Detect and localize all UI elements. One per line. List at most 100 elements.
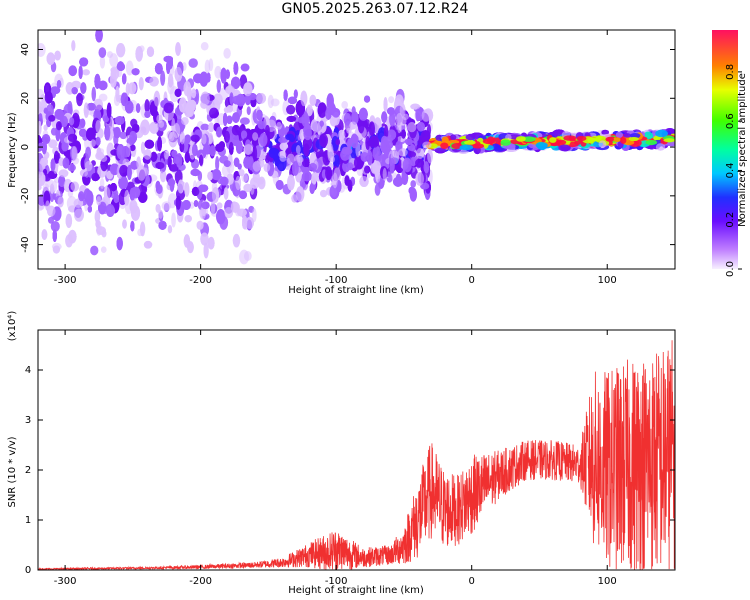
spectrogram-cell [208,122,215,133]
spectrogram-cell [160,70,166,86]
spectrogram-cell [80,82,87,94]
spectrogram-cell [200,42,209,51]
spectrogram-cell [80,118,86,128]
spectrogram-cell [48,139,58,149]
spectrogram-cell [138,191,148,203]
spectrogram-cell [196,220,204,230]
spectrogram-cell [216,202,223,209]
spectrogram-cell [243,183,253,193]
spectrogram-cell [144,139,155,149]
spectrogram-cell [343,113,352,126]
spectrogram-cell [363,95,371,103]
spectrogram-cell [50,220,60,232]
spectrogram-cell [135,46,143,62]
spectrogram-cell [119,131,128,140]
spectrogram-cell [157,136,162,152]
spectrogram-cell [306,104,313,117]
spectrogram-cell [204,59,211,75]
spectrogram-cell [40,94,46,101]
spectrogram-cell [224,207,234,219]
spectrogram-cell [191,88,197,99]
spectrogram-cell [275,180,284,190]
spectrogram-cell [337,129,346,140]
spectrogram-cell [50,86,61,95]
spectrogram-cell [99,55,106,69]
spectrogram-cell [333,154,340,169]
spectrogram-cell [208,132,214,145]
spectrogram-cell [203,242,209,259]
spectrogram-cell [47,216,54,224]
spectrogram-cell [43,107,48,114]
spectrogram-cell [216,79,222,93]
spectrogram-cell [67,100,73,115]
spectrogram-cell [121,73,127,85]
spectrogram-cell [78,128,87,138]
spectrogram-cell [71,40,76,52]
spectrogram-cell [118,175,128,190]
spectrogram-cell [210,199,216,215]
spectrogram-cell [177,179,185,194]
spectrogram-cell [190,168,201,177]
spectrogram-cell [239,117,250,125]
spectrogram-cell [309,182,315,195]
spectrogram-cell [238,190,247,200]
spectrogram-cell [129,144,136,152]
spectrogram-cell [351,111,359,125]
spectrogram-cell [94,209,101,224]
spectrogram-cell [601,129,610,135]
spectrogram-cell [44,91,53,104]
spectrogram-cell [90,245,99,256]
spectrogram-cell [74,208,84,222]
spectrogram-cell [319,189,328,198]
spectrogram-cell [76,92,83,107]
spectrogram-cell [169,164,179,172]
spectrogram-cell [251,208,257,223]
spectrogram-cell [38,120,42,135]
spectrogram-cell [79,169,88,177]
spectrogram-cell [91,86,97,102]
spectrogram-cell [113,126,121,139]
spectrogram-cell [219,176,229,186]
spectrogram-cell [240,63,250,72]
spectrogram-cell [144,111,151,118]
spectrogram-cell [223,187,229,200]
spectrogram-cell [107,51,113,58]
spectrogram-heatmap [38,30,675,265]
spectrogram-cell [222,112,228,127]
spectrogram-cell [85,146,92,159]
spectrogram-cell [388,96,395,104]
spectrogram-cell [93,98,104,111]
spectrogram-cell [105,203,115,217]
spectrogram-cell [110,68,120,80]
spectrogram-cell [211,169,222,181]
spectrogram-cell [99,177,105,189]
spectrogram-cell [98,201,107,215]
spectrogram-cell [381,111,388,123]
spectrogram-cell [252,145,258,162]
spectrogram-cell [171,212,176,228]
spectrogram-cell [237,208,247,217]
spectrogram-cell [125,82,130,96]
spectrogram-cell [52,245,61,254]
spectrogram-cell [216,209,226,225]
spectrogram-cell [65,213,73,228]
spectrogram-cell [98,80,108,91]
spectrogram-cell [200,123,210,131]
spectrogram-cell [410,180,417,188]
spectrogram-cell [184,134,191,144]
spectrogram-cell [96,226,106,235]
spectrogram-cell [58,169,69,178]
spectrogram-cell [238,169,245,177]
spectrogram-cell [116,42,126,58]
spectrogram-cell [233,61,239,75]
spectrogram-cell [246,106,251,116]
spectrogram-cell [100,246,107,254]
spectrogram-cell [381,153,387,167]
spectrogram-cell [61,140,69,152]
spectrogram-cell [368,121,376,136]
spectrogram-cell [179,141,185,153]
spectrogram-cell [85,127,96,141]
spectrogram-cell [167,225,173,234]
spectrogram-cell [71,80,82,89]
